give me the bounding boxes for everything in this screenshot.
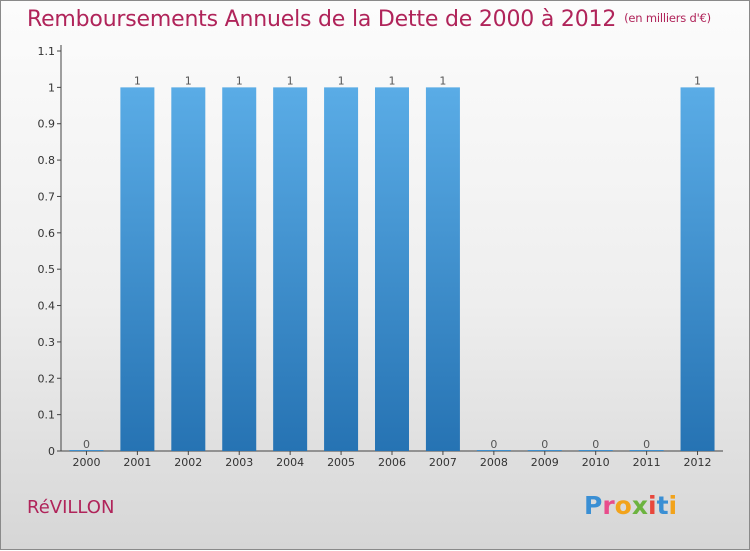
x-tick-label: 2007 xyxy=(429,456,457,469)
logo-letter: x xyxy=(631,491,648,520)
bar xyxy=(222,87,257,451)
bar xyxy=(680,87,715,451)
logo-letter: o xyxy=(614,491,632,520)
data-label: 1 xyxy=(134,74,141,87)
data-label: 1 xyxy=(185,74,192,87)
x-tick-label: 2006 xyxy=(378,456,406,469)
x-tick-label: 2000 xyxy=(72,456,100,469)
y-tick-label: 0 xyxy=(48,445,55,458)
logo-letter: r xyxy=(602,491,615,520)
data-label: 1 xyxy=(389,74,396,87)
x-tick-label: 2004 xyxy=(276,456,304,469)
data-label: 1 xyxy=(287,74,294,87)
x-tick-label: 2010 xyxy=(582,456,610,469)
y-tick-label: 1 xyxy=(48,81,55,94)
data-label: 0 xyxy=(643,438,650,451)
bar xyxy=(324,87,359,451)
chart-title: Remboursements Annuels de la Dette de 20… xyxy=(27,7,711,32)
x-tick-label: 2011 xyxy=(633,456,661,469)
bar xyxy=(273,87,308,451)
x-tick-label: 2003 xyxy=(225,456,253,469)
x-tick-label: 2009 xyxy=(531,456,559,469)
x-tick-label: 2002 xyxy=(174,456,202,469)
data-label: 1 xyxy=(439,74,446,87)
data-label: 0 xyxy=(490,438,497,451)
bar xyxy=(69,450,104,451)
bar xyxy=(527,450,562,451)
y-tick-label: 0.7 xyxy=(38,190,56,203)
x-tick-label: 2001 xyxy=(123,456,151,469)
bar xyxy=(629,450,664,451)
data-label: 0 xyxy=(592,438,599,451)
title-unit: (en milliers d'€) xyxy=(624,11,711,25)
y-tick-label: 0.1 xyxy=(38,409,56,422)
x-tick-label: 2008 xyxy=(480,456,508,469)
y-tick-label: 0.9 xyxy=(38,118,56,131)
bar xyxy=(171,87,206,451)
title-text: Remboursements Annuels de la Dette de 20… xyxy=(27,7,617,32)
logo-letter: i xyxy=(648,491,657,520)
data-label: 1 xyxy=(694,74,701,87)
logo-letter: i xyxy=(668,491,678,520)
proxiti-logo[interactable]: Proxiti xyxy=(584,491,677,520)
y-tick-label: 0.8 xyxy=(38,154,56,167)
bar xyxy=(120,87,155,451)
y-tick-label: 0.4 xyxy=(38,300,56,313)
y-tick-label: 0.3 xyxy=(38,336,56,349)
data-label: 1 xyxy=(236,74,243,87)
y-tick-label: 0.6 xyxy=(38,227,56,240)
bar xyxy=(425,87,460,451)
data-label: 0 xyxy=(83,438,90,451)
data-label: 0 xyxy=(541,438,548,451)
y-tick-label: 1.1 xyxy=(38,45,56,58)
data-label: 1 xyxy=(338,74,345,87)
bar xyxy=(578,450,613,451)
commune-name: RéVILLON xyxy=(27,497,115,518)
bar xyxy=(375,87,409,451)
x-tick-label: 2005 xyxy=(327,456,355,469)
y-tick-label: 0.5 xyxy=(38,263,56,276)
x-tick-label: 2012 xyxy=(684,456,712,469)
y-tick-label: 0.2 xyxy=(38,372,56,385)
bar xyxy=(476,450,511,451)
logo-letter: P xyxy=(584,491,603,520)
logo-letter: t xyxy=(656,491,669,520)
